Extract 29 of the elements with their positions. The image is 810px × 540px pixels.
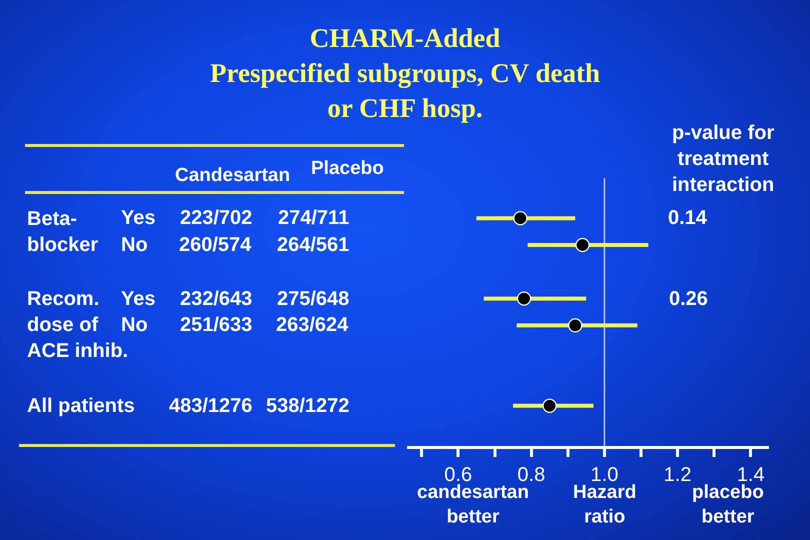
point	[513, 211, 528, 226]
point	[568, 318, 582, 332]
text: Yes	[121, 288, 156, 310]
text: 263/624	[276, 314, 350, 336]
text: placebo better	[692, 482, 764, 528]
annotation: p-value for treatment interaction	[672, 122, 774, 196]
text: 251/633	[180, 314, 252, 336]
text: 260/574	[179, 234, 252, 256]
annotation: 0.26	[669, 288, 708, 310]
point	[575, 238, 590, 252]
x-tick-label: 1.2	[664, 464, 692, 486]
point	[542, 398, 557, 413]
text: Placebo	[311, 158, 384, 179]
text: No	[121, 234, 148, 256]
text: 264/561	[277, 234, 350, 256]
text: 232/643	[180, 288, 252, 310]
text: 223/702	[180, 207, 252, 229]
text: No	[121, 314, 148, 336]
text: 274/711	[278, 207, 350, 229]
chart-title: CHARM-Added Prespecified subgroups, CV death or CHF hosp.	[210, 23, 600, 124]
text: All patients	[27, 395, 135, 417]
text: Yes	[121, 207, 156, 229]
annotation: 0.14	[668, 207, 708, 229]
text: Beta- blocker	[27, 208, 98, 256]
text: 275/648	[277, 288, 350, 310]
text: Candesartan	[175, 165, 290, 186]
text: 538/1272	[266, 395, 350, 417]
text: 483/1276	[169, 395, 252, 417]
point	[516, 292, 532, 306]
